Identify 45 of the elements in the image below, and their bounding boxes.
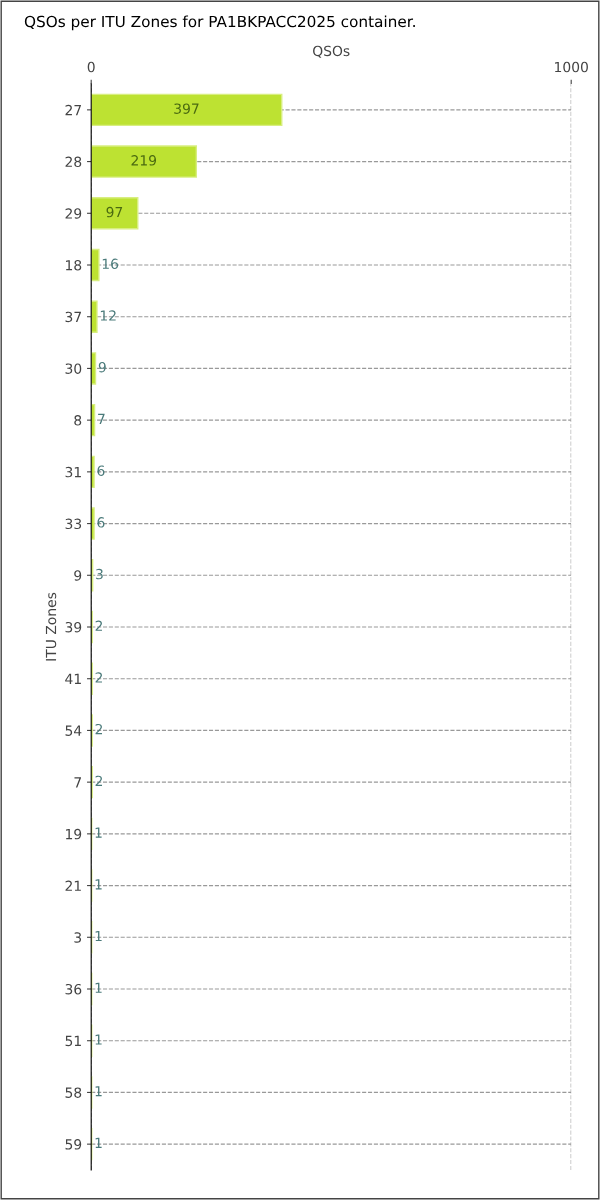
x-tick-label: 1000 [555, 61, 588, 73]
data-label: 12 [100, 310, 116, 321]
y-tick-label: 39 [65, 621, 82, 633]
y-tick-label: 7 [74, 777, 81, 788]
y-tick-label: 21 [65, 880, 81, 891]
y-tick-label: 3 [74, 932, 82, 943]
y-tick-label: 36 [65, 983, 82, 995]
data-label: 219 [131, 155, 157, 166]
data-label: 2 [95, 723, 103, 735]
data-label: 1 [95, 827, 102, 838]
x-tick-label: 0 [87, 61, 95, 73]
y-tick-label: 19 [66, 828, 82, 840]
data-label: 397 [174, 103, 199, 114]
y-tick-label: 41 [65, 673, 81, 684]
y-tick-label: 54 [65, 725, 82, 736]
chart-title: QSOs per ITU Zones for PA1BKPACC2025 container. [24, 15, 415, 31]
x-axis-title: QSOs [313, 45, 350, 58]
y-tick-label: 37 [65, 311, 81, 323]
y-axis-title: ITU Zones [45, 592, 57, 661]
y-tick-label: 58 [65, 1087, 82, 1098]
data-label: 2 [95, 775, 103, 786]
data-label: 1 [95, 930, 102, 942]
data-label: 1 [95, 1034, 102, 1045]
data-label: 1 [95, 982, 102, 993]
data-label: 2 [95, 672, 103, 683]
data-label: 1 [95, 1086, 102, 1097]
y-tick-label: 31 [65, 466, 81, 478]
y-tick-label: 28 [65, 156, 82, 168]
y-tick-label: 59 [65, 1139, 82, 1150]
y-tick-label: 29 [65, 208, 82, 219]
y-tick-label: 33 [65, 518, 82, 530]
y-tick-label: 30 [65, 363, 82, 374]
y-tick-label: 9 [74, 570, 82, 581]
data-label: 7 [98, 413, 105, 424]
data-label: 16 [102, 258, 119, 270]
y-tick-label: 8 [74, 415, 82, 426]
data-label: 97 [106, 206, 123, 218]
data-label: 2 [95, 620, 103, 631]
y-tick-label: 27 [65, 104, 81, 116]
data-label: 3 [96, 568, 103, 580]
y-tick-label: 51 [65, 1035, 81, 1047]
data-label: 1 [95, 1137, 102, 1148]
data-label: 1 [95, 879, 102, 890]
data-label: 6 [97, 465, 105, 476]
y-tick-label: 18 [66, 259, 82, 271]
